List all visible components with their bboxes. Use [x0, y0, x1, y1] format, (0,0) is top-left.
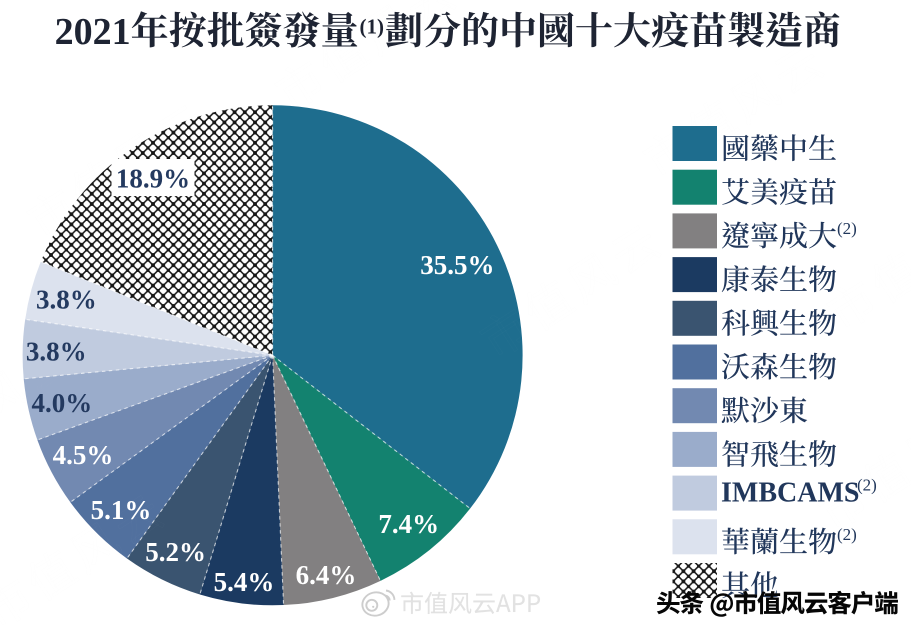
svg-text:6.4%: 6.4%: [296, 560, 357, 590]
svg-text:(2): (2): [857, 476, 877, 495]
svg-text:IMBCAMS: IMBCAMS: [721, 477, 859, 508]
svg-text:(2): (2): [837, 219, 857, 238]
svg-text:4.5%: 4.5%: [53, 440, 114, 470]
svg-text:(1): (1): [360, 15, 385, 39]
svg-text:4.0%: 4.0%: [32, 388, 93, 418]
svg-text:5.2%: 5.2%: [145, 537, 206, 567]
svg-text:7.4%: 7.4%: [378, 509, 439, 539]
svg-text:(2): (2): [837, 525, 857, 544]
svg-text:35.5%: 35.5%: [420, 250, 494, 280]
svg-text:3.8%: 3.8%: [36, 285, 97, 315]
svg-text:2021: 2021: [55, 11, 131, 53]
svg-text:3.8%: 3.8%: [26, 337, 87, 367]
svg-text:5.4%: 5.4%: [214, 567, 275, 597]
svg-text:5.1%: 5.1%: [91, 495, 152, 525]
svg-text:18.9%: 18.9%: [116, 164, 190, 194]
